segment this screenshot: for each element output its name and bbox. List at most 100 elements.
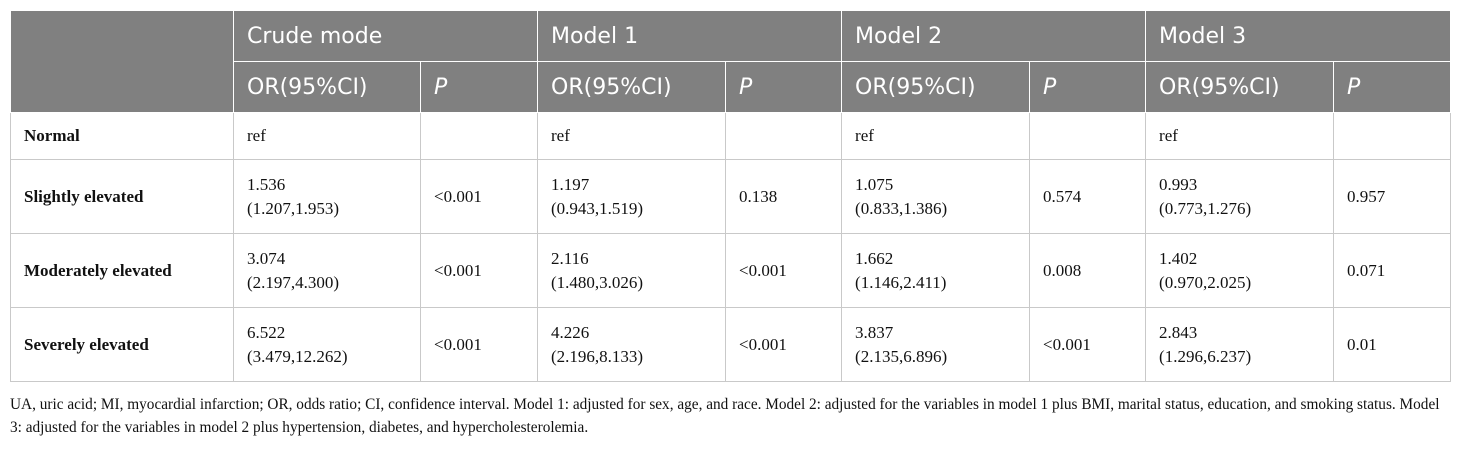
cell-line: (1.146,2.411) [855,272,947,292]
cell-line: <0.001 [434,186,482,206]
cell-line: 3.837 [855,322,894,342]
cell: 1.197 (0.943,1.519) [537,159,727,234]
subheader-row: OR(95%CI) P OR(95%CI) P OR(95%CI) P OR(95%CI) P [11,61,1452,113]
group-header: Crude mode [232,10,539,62]
cell: 1.402 (0.970,2.025) [1145,233,1335,308]
subheader: OR(95%CI) [537,61,727,113]
table-body: Normal ref ref ref ref Slightly elevated 1.536… [10,112,1452,382]
cell-line: <0.001 [1043,334,1091,354]
cell: 4.226 (2.196,8.133) [537,307,727,382]
cell-line: 0.01 [1347,334,1377,354]
cell-line: 0.574 [1043,186,1082,206]
cell-line: 0.071 [1347,260,1386,280]
cell: 6.522 (3.479,12.262) [233,307,421,382]
cell: 0.138 [725,159,843,234]
footnote: UA, uric acid; MI, myocardial infarction… [10,396,1440,436]
cell-line: (1.207,1.953) [247,198,340,218]
cell-line: 0.957 [1347,186,1386,206]
subheader: OR(95%CI) [1145,61,1335,113]
cell: 0.957 [1333,159,1452,234]
body-row: Moderately elevated 3.074 (2.197,4.300) <0.… [10,233,1452,308]
cell-line: 0.138 [739,186,778,206]
cell-line: <0.001 [434,260,482,280]
cell-line: (0.970,2.025) [1159,272,1252,292]
cell-line: (3.479,12.262) [247,346,348,366]
cell: 1.075 (0.833,1.386) [841,159,1031,234]
header-row: Crude mode Model 1 Model 2 Model 3 [10,10,1452,113]
cell-line: 6.522 [247,322,286,342]
cell-line: 1.662 [855,248,894,268]
corner-cell [10,10,234,113]
cell-line: <0.001 [434,334,482,354]
cell: 1.536 (1.207,1.953) [233,159,421,234]
group-header: Model 2 [841,10,1147,62]
cell-line: ref [247,126,266,145]
cell: <0.001 [725,307,843,382]
cell: 0.01 [1333,307,1452,382]
row-label: Severely elevated [10,307,234,382]
cell-line: 3.074 [247,248,286,268]
table-wrap: Crude mode Model 1 Model 2 Model 3 OR(95%CI)… [10,10,1452,382]
cell-line: 2.843 [1159,322,1198,342]
subheader: P [1333,61,1452,113]
results-table: Crude mode Model 1 Model 2 Model 3 OR(95%CI)… [10,10,1452,382]
cell-line: (1.480,3.026) [551,272,644,292]
subheader: OR(95%CI) [841,61,1031,113]
body-row: Severely elevated 6.522 (3.479,12.262) <0.0… [10,307,1452,382]
cell: <0.001 [419,307,539,382]
cell: 3.837 (2.135,6.896) [841,307,1031,382]
subheader: P [419,61,539,113]
cell [725,112,843,160]
body-row: Slightly elevated 1.536 (1.207,1.953) <0.00… [10,159,1452,234]
subheader: OR(95%CI) [233,61,421,113]
cell-line: 4.226 [551,322,590,342]
subheader: P [1029,61,1147,113]
cell: <0.001 [419,159,539,234]
cell: ref [1145,112,1335,160]
cell-line: 0.993 [1159,174,1198,194]
row-label: Normal [10,112,234,160]
cell: 2.843 (1.296,6.237) [1145,307,1335,382]
cell-line: (0.773,1.276) [1159,198,1252,218]
cell: ref [233,112,421,160]
row-label: Slightly elevated [10,159,234,234]
cell: ref [841,112,1031,160]
cell: <0.001 [419,233,539,308]
cell: 0.071 [1333,233,1452,308]
group-header: Model 3 [1145,10,1452,62]
cell-line: 1.536 [247,174,286,194]
cell-line: (0.833,1.386) [855,198,948,218]
cell [1333,112,1452,160]
body-row: Normal ref ref ref ref [10,112,1452,160]
cell-line: 2.116 [551,248,589,268]
cell-line: <0.001 [739,260,787,280]
cell: 1.662 (1.146,2.411) [841,233,1031,308]
cell-line: <0.001 [739,334,787,354]
cell-line: ref [1159,126,1178,145]
group-header: Model 1 [537,10,843,62]
subheader: P [725,61,843,113]
cell: <0.001 [1029,307,1147,382]
cell: <0.001 [725,233,843,308]
cell-line: 0.008 [1043,260,1082,280]
row-label: Moderately elevated [10,233,234,308]
table-head: Crude mode Model 1 Model 2 Model 3 OR(95%CI)… [10,10,1452,113]
cell: ref [537,112,727,160]
cell [1029,112,1147,160]
cell-line: (2.196,8.133) [551,346,644,366]
cell: 0.008 [1029,233,1147,308]
cell: 3.074 (2.197,4.300) [233,233,421,308]
cell [419,112,539,160]
cell-line: ref [551,126,570,145]
cell: 2.116 (1.480,3.026) [537,233,727,308]
cell-line: (0.943,1.519) [551,198,644,218]
cell: 0.574 [1029,159,1147,234]
cell-line: (1.296,6.237) [1159,346,1252,366]
cell-line: 1.402 [1159,248,1198,268]
cell-line: (2.135,6.896) [855,346,948,366]
cell-line: (2.197,4.300) [247,272,340,292]
cell-line: 1.197 [551,174,590,194]
cell-line: ref [855,126,874,145]
cell: 0.993 (0.773,1.276) [1145,159,1335,234]
